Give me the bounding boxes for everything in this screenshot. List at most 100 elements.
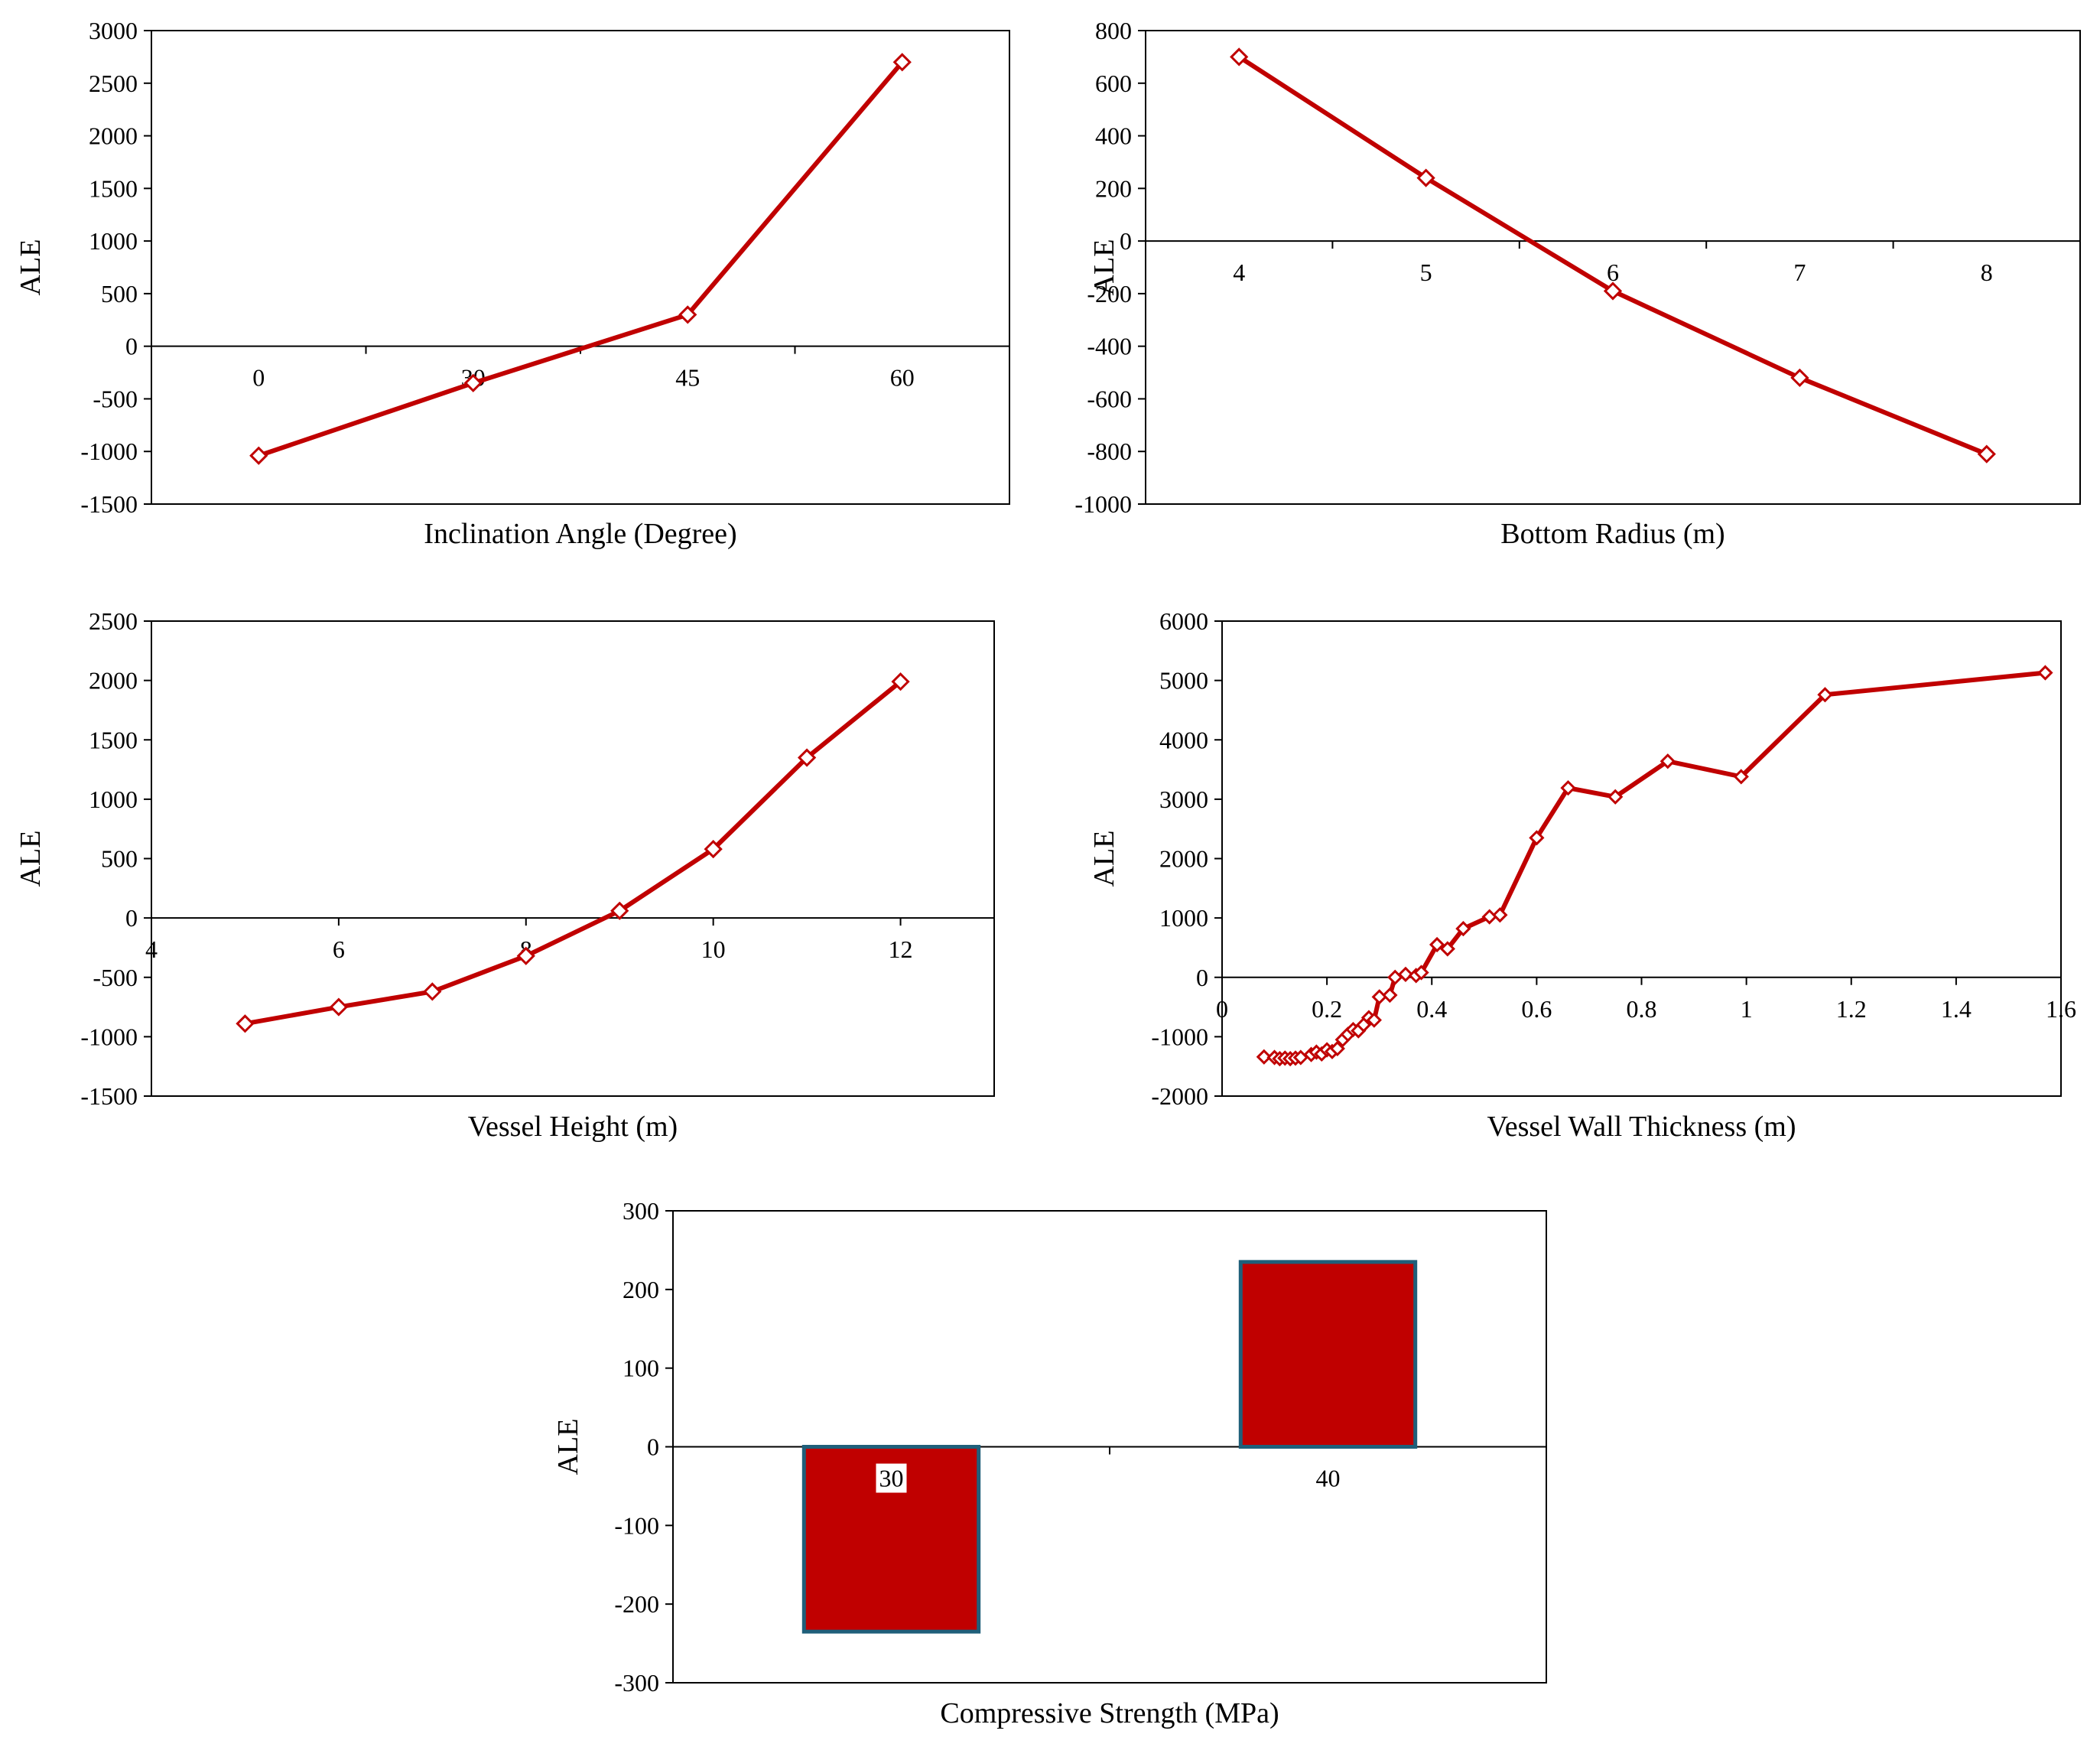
height-y-tick-label: -500 [93,964,138,991]
radius-x-tick-label: 8 [1981,259,1993,286]
inclination-x-tick-label: 60 [890,364,915,392]
thickness-data-point [2037,665,2053,681]
height-data-point [236,1014,255,1033]
height-data-point [704,839,723,859]
thickness-y-tick-label: -1000 [1151,1023,1208,1050]
strength-y-tick-label: 0 [647,1433,659,1461]
height-y-tick-label: 500 [101,845,138,873]
height-x-tick-label: 10 [701,935,726,963]
radius-data-point [1416,168,1435,187]
thickness-data-point [1660,753,1676,769]
thickness-y-tick-label: -2000 [1151,1082,1208,1110]
inclination-plot-frame [151,30,1010,505]
thickness-data-point [1413,965,1429,981]
radius-x-tick-label: 5 [1420,259,1432,286]
height-x-tick-label: 12 [889,935,913,963]
height-plot-frame [151,620,995,1097]
height-data-point [797,748,817,767]
radius-y-axis-label: ALE [1088,239,1120,296]
height-data-point [329,997,349,1017]
thickness-x-tick-label: 0 [1216,995,1228,1023]
inclination-y-tick-label: 0 [125,333,138,360]
inclination-data-point [892,53,912,72]
chart-inclination: 300025002000150010005000-500-1000-150003… [15,17,1010,550]
radius-y-tick-label: 0 [1120,227,1132,255]
thickness-data-point [1608,789,1624,805]
thickness-x-tick-label: 0.4 [1416,995,1447,1023]
height-y-tick-label: 1500 [89,726,138,753]
thickness-y-tick-label: 4000 [1159,726,1208,753]
thickness-data-point [1733,769,1749,785]
height-x-axis-label: Vessel Height (m) [468,1111,678,1143]
thickness-x-tick-label: 1.6 [2046,995,2076,1023]
strength-label-bg [876,1463,907,1493]
strength-y-tick-label: -100 [614,1511,659,1539]
thickness-y-tick-label: 2000 [1159,845,1208,873]
radius-x-tick-label: 4 [1233,259,1245,286]
thickness-x-tick-label: 1.2 [1836,995,1867,1023]
thickness-y-tick-label: 0 [1196,964,1208,991]
inclination-y-tick-label: 1000 [89,227,138,255]
height-y-tick-label: 2000 [89,667,138,695]
thickness-data-point [1429,936,1445,953]
strength-y-tick-label: 100 [623,1355,659,1382]
chart-radius: 800 600 400 200 0 -200 -400 -600 -800 -1000 4 5 6 7 8 B… [1074,17,2081,550]
strength-y-tick-label: 300 [623,1197,659,1225]
thickness-y-tick-label: 1000 [1159,904,1208,932]
thickness-data-point [1439,941,1455,957]
height-x-tick-label: 6 [333,935,345,963]
height-x-tick-label: 4 [145,935,158,963]
thickness-y-tick-label: 3000 [1159,786,1208,813]
thickness-data-point [1382,987,1398,1004]
radius-y-tick-label: -200 [1087,280,1132,307]
radius-y-tick-label: -800 [1087,438,1132,465]
thickness-data-point [1560,780,1576,796]
inclination-x-tick-label: 0 [252,364,265,392]
height-data-point [516,946,535,965]
chart-strength: 300 200 100 0 -100 -200 -300 30 40 Compressive St… [552,1197,1547,1729]
inclination-y-tick-label: -1500 [80,490,138,518]
radius-y-tick-label: -1000 [1074,490,1132,518]
radius-y-tick-label: 200 [1095,174,1132,202]
height-y-tick-label: 1000 [89,786,138,813]
inclination-series-line [258,60,905,458]
radius-data-point [1603,281,1623,301]
inclination-y-tick-label: 2000 [89,122,138,150]
radius-data-point [1790,368,1809,388]
inclination-y-tick-label: -1000 [80,438,138,465]
thickness-x-tick-label: 0.6 [1521,995,1552,1023]
strength-x-tick-label: 40 [1316,1465,1341,1492]
height-y-tick-label: -1500 [80,1082,138,1110]
inclination-y-tick-label: 500 [101,280,138,307]
thickness-data-point [1371,989,1387,1005]
strength-y-tick-label: -300 [614,1669,659,1697]
inclination-data-point [249,446,268,465]
thickness-y-tick-label: 6000 [1159,607,1208,635]
radius-y-tick-label: -600 [1087,385,1132,412]
radius-x-tick-label: 7 [1793,259,1806,286]
strength-y-tick-label: 200 [623,1276,659,1303]
chart-thickness: 6000 5000 4000 3000 2000 1000 0 -1000 -2000 0 0.2 0… [1088,607,2076,1143]
height-y-axis-label: ALE [15,831,47,887]
strength-bar-40 [1238,1260,1418,1449]
inclination-y-tick-label: 3000 [89,17,138,44]
radius-plot-frame [1145,30,2081,505]
radius-y-tick-label: -400 [1087,333,1132,360]
height-y-tick-label: 0 [125,904,138,932]
thickness-plot-frame [1221,620,2062,1097]
height-data-point [610,901,629,920]
radius-series-line [1237,54,1988,457]
thickness-y-axis-label: ALE [1088,831,1120,887]
inclination-data-point [678,305,697,324]
inclination-y-tick-label: 1500 [89,174,138,202]
strength-y-axis-label: ALE [552,1419,584,1475]
thickness-data-point [1455,920,1471,937]
thickness-x-tick-label: 1 [1741,995,1753,1023]
thickness-data-point [1366,1012,1382,1028]
strength-y-tick-label: -200 [614,1590,659,1618]
height-series-line [244,679,902,1026]
radius-x-axis-label: Bottom Radius (m) [1500,518,1725,550]
thickness-data-point [1492,907,1508,923]
height-y-tick-label: -1000 [80,1023,138,1050]
